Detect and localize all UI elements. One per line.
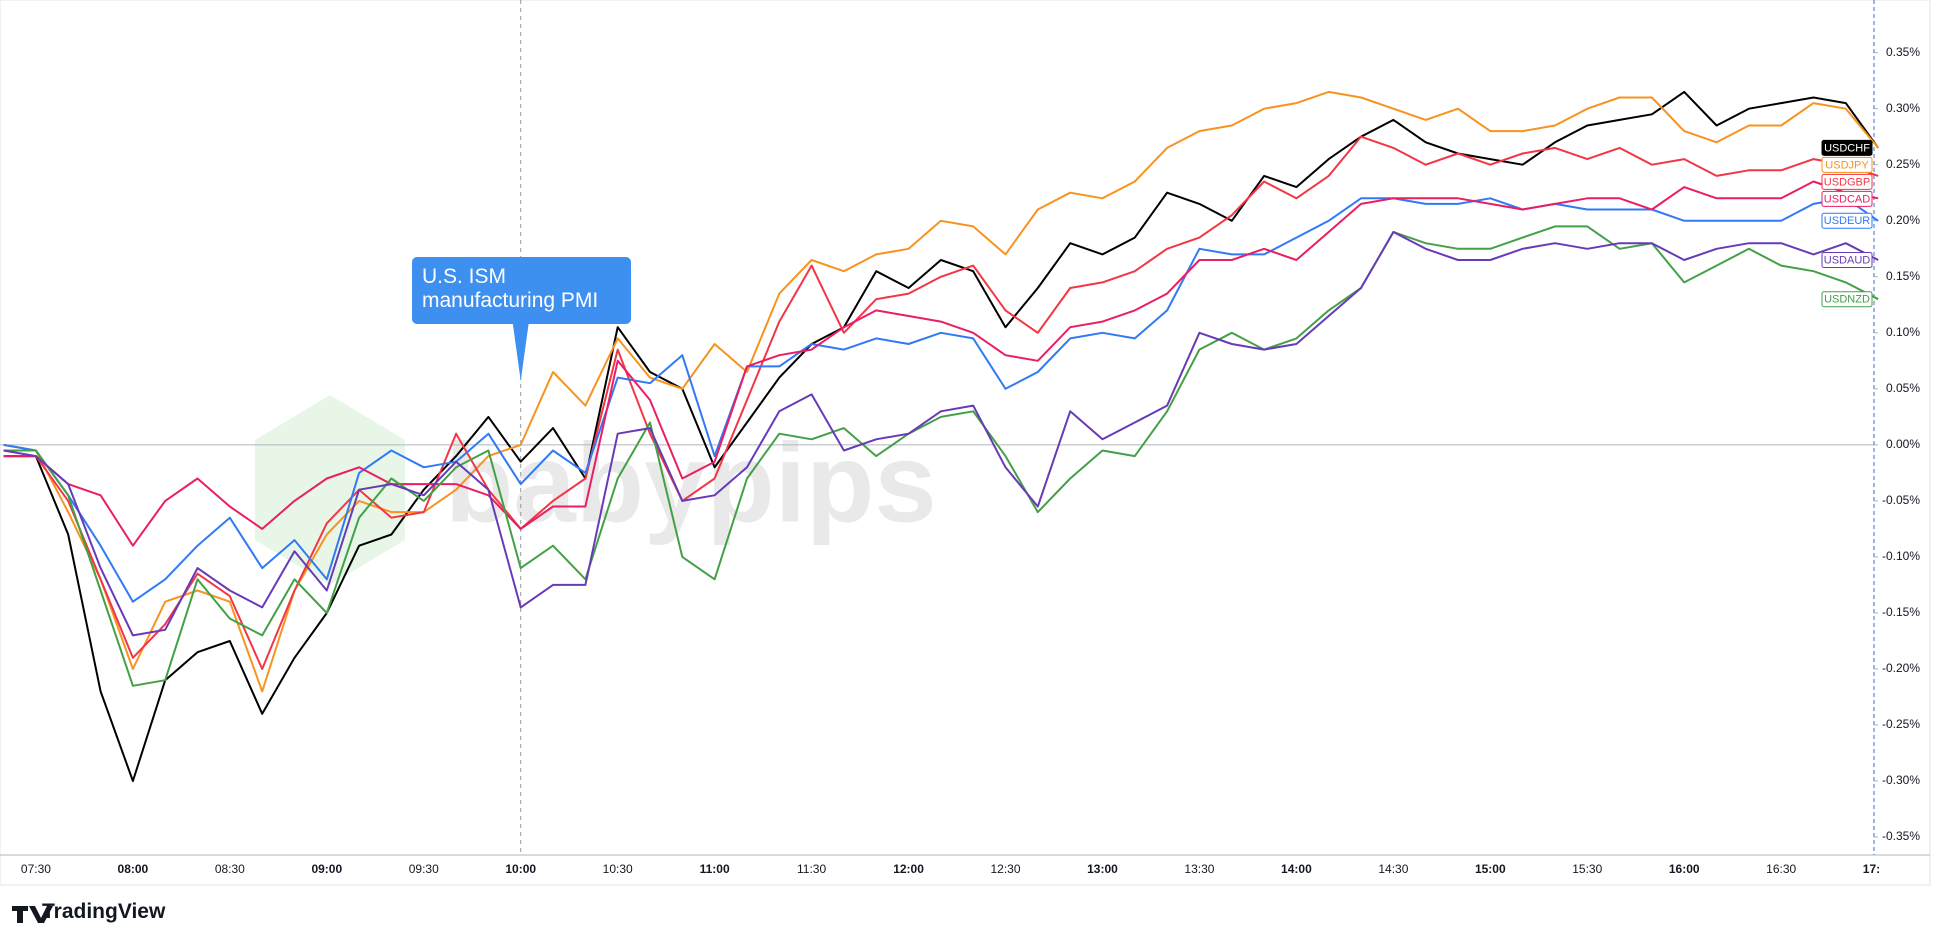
chart-frame bbox=[0, 0, 1931, 886]
brand-logo bbox=[12, 906, 53, 923]
x-tick-label: 16:00 bbox=[1669, 862, 1700, 876]
y-tick-label: -0.20% bbox=[1882, 661, 1920, 675]
y-tick-label: 0.05% bbox=[1886, 381, 1920, 395]
legend-label: USDGBP bbox=[1824, 176, 1870, 188]
x-tick-label: 17:00 bbox=[1863, 862, 1894, 876]
legend-label: USDNZD bbox=[1824, 294, 1870, 306]
series-line bbox=[3, 90, 1879, 693]
x-tick-label: 12:30 bbox=[991, 862, 1021, 876]
x-tick-label: 09:30 bbox=[409, 862, 439, 876]
legend-tag bbox=[1821, 291, 1873, 308]
legend-label: USDCAD bbox=[1824, 193, 1871, 205]
x-tick-label: 08:30 bbox=[215, 862, 245, 876]
x-tick-label: 11:30 bbox=[797, 862, 826, 876]
x-tick-label: 09:00 bbox=[311, 862, 342, 876]
y-tick-label: -0.05% bbox=[1882, 493, 1920, 507]
annotation: U.S. ISM manufacturing PMI bbox=[412, 257, 631, 324]
x-tick-label: 14:00 bbox=[1281, 862, 1312, 876]
legend-tag bbox=[1821, 212, 1873, 229]
x-tick-label: 13:30 bbox=[1184, 862, 1214, 876]
y-tick-label: 0.35% bbox=[1886, 45, 1920, 59]
annotation-pointer bbox=[512, 323, 529, 381]
x-tick-label: 07:30 bbox=[21, 862, 51, 876]
y-tick-label: 0.25% bbox=[1886, 157, 1920, 171]
legend-tag bbox=[1821, 139, 1873, 156]
legend-tag bbox=[1821, 251, 1873, 268]
x-tick-label: 15:30 bbox=[1572, 862, 1602, 876]
legend-tag bbox=[1821, 190, 1873, 207]
legend-label: USDCHF bbox=[1824, 142, 1870, 154]
x-tick-label: 12:00 bbox=[893, 862, 924, 876]
branding: TradingView bbox=[42, 900, 166, 923]
series-line bbox=[3, 225, 1879, 687]
legend-label: USDAUD bbox=[1824, 254, 1871, 266]
x-tick-label: 13:00 bbox=[1087, 862, 1118, 876]
y-tick-label: -0.25% bbox=[1882, 717, 1920, 731]
legend-label: USDJPY bbox=[1825, 159, 1869, 171]
series-line bbox=[3, 231, 1879, 637]
x-tick-label: 11:00 bbox=[700, 862, 730, 876]
x-tick-label: 10:30 bbox=[603, 862, 633, 876]
x-tick-label: 10:00 bbox=[505, 862, 536, 876]
y-tick-label: 0.30% bbox=[1886, 101, 1920, 115]
series-line bbox=[3, 180, 1879, 547]
y-tick-label: 0.15% bbox=[1886, 269, 1920, 283]
series-line bbox=[3, 135, 1879, 670]
y-tick-label: -0.30% bbox=[1882, 773, 1920, 787]
y-tick-label: -0.35% bbox=[1882, 829, 1920, 843]
watermark-logo bbox=[255, 395, 405, 585]
x-tick-label: 14:30 bbox=[1378, 862, 1408, 876]
legend-tag bbox=[1821, 173, 1873, 190]
y-tick-label: 0.00% bbox=[1886, 437, 1920, 451]
x-tick-label: 15:00 bbox=[1475, 862, 1506, 876]
series-line bbox=[3, 197, 1879, 603]
x-tick-label: 16:30 bbox=[1766, 862, 1796, 876]
y-tick-label: -0.10% bbox=[1882, 549, 1920, 563]
legend-label: USDEUR bbox=[1824, 215, 1871, 227]
series-line bbox=[3, 90, 1880, 782]
y-tick-label: 0.20% bbox=[1886, 213, 1920, 227]
y-tick-label: 0.10% bbox=[1886, 325, 1920, 339]
y-tick-label: -0.15% bbox=[1882, 605, 1920, 619]
x-tick-label: 08:00 bbox=[118, 862, 149, 876]
legend-tag bbox=[1821, 156, 1873, 173]
